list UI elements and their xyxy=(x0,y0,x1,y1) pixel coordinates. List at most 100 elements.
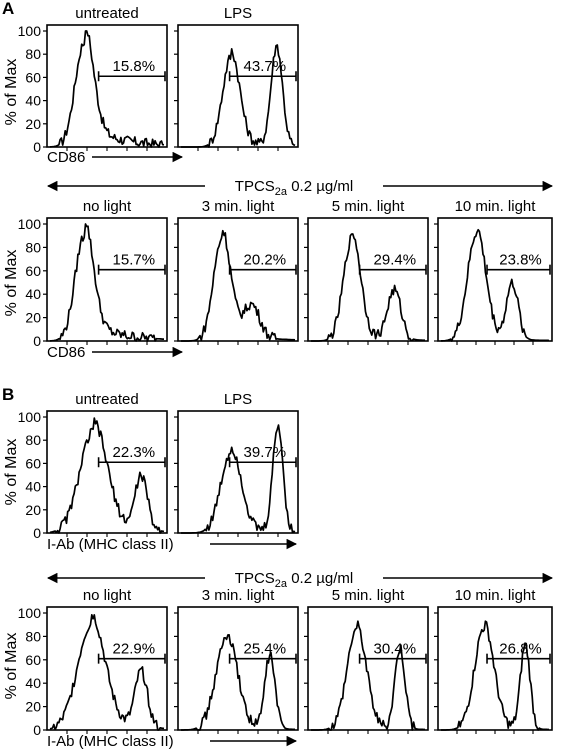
y-tick-label: 20 xyxy=(25,116,41,132)
x-axis-label-b-bottom: I-Ab (MHC class II) xyxy=(47,733,174,750)
panel-frame xyxy=(177,410,299,534)
panel-title: 5 min. light xyxy=(332,587,405,604)
gate-percent-label: 30.4% xyxy=(374,641,417,658)
histogram-panel: untreated 0 20 40 60 80 100 15.8% xyxy=(18,5,168,155)
treatment-rest: 0.2 µg/ml xyxy=(287,570,353,587)
x-axis-label-a-bottom: CD86 xyxy=(47,344,85,361)
panel-title: 3 min. light xyxy=(202,198,275,215)
y-tick-label: 100 xyxy=(18,605,42,621)
y-tick-label: 40 xyxy=(25,479,41,495)
y-tick-label: 40 xyxy=(25,93,41,109)
treatment-subscript: 2a xyxy=(275,578,288,590)
y-tick-label: 60 xyxy=(25,263,41,279)
treatment-label-backdrop xyxy=(205,175,383,197)
histogram-panel: LPS 39.7% xyxy=(174,391,299,537)
treatment-label: TPCS2a 0.2 µg/ml xyxy=(235,178,353,198)
panel-title: no light xyxy=(83,587,132,604)
y-tick-label: 40 xyxy=(25,286,41,302)
y-tick-label: 60 xyxy=(25,69,41,85)
histogram-curve xyxy=(49,614,165,731)
x-axis-label-b-top: I-Ab (MHC class II) xyxy=(47,536,174,553)
panel-title: 5 min. light xyxy=(332,198,405,215)
panel-title: LPS xyxy=(224,5,252,22)
panel-title: 10 min. light xyxy=(455,198,537,215)
gate-percent-label: 39.7% xyxy=(244,444,287,461)
panel-title: 3 min. light xyxy=(202,587,275,604)
panel-frame xyxy=(177,24,299,148)
treatment-main: TPCS xyxy=(235,178,275,195)
y-tick-label: 80 xyxy=(25,239,41,255)
y-axis-label-b-bottom: % of Max xyxy=(3,633,20,700)
y-tick-label: 20 xyxy=(25,310,41,326)
treatment-rest: 0.2 µg/ml xyxy=(287,178,353,195)
y-tick-label: 80 xyxy=(25,46,41,62)
gate-percent-label: 22.3% xyxy=(113,444,156,461)
gate-percent-label: 25.4% xyxy=(244,641,287,658)
histogram-panels: untreated 0 20 40 60 80 100 15.8% LPS 43.7% no lig… xyxy=(18,5,553,738)
histogram-curve xyxy=(49,223,164,342)
panel-title: LPS xyxy=(224,391,252,408)
histogram-panel: LPS 43.7% xyxy=(174,5,299,151)
y-tick-label: 100 xyxy=(18,23,42,39)
gate-percent-label: 20.2% xyxy=(244,252,287,269)
panel-label-a: A xyxy=(2,0,14,18)
y-tick-label: 0 xyxy=(33,333,41,349)
treatment-subscript: 2a xyxy=(275,186,288,198)
histogram-curve xyxy=(49,30,165,148)
y-tick-label: 0 xyxy=(33,722,41,738)
panel-title: no light xyxy=(83,198,132,215)
panel-title: 10 min. light xyxy=(455,587,537,604)
gate-percent-label: 23.8% xyxy=(499,252,542,269)
histogram-panel: 10 min. light 26.8% xyxy=(434,587,553,734)
histogram-curve xyxy=(181,44,296,148)
y-tick-label: 100 xyxy=(18,216,42,232)
histogram-curve xyxy=(311,620,425,731)
y-tick-label: 20 xyxy=(25,502,41,518)
treatment-arrow-b: TPCS2a 0.2 µg/ml xyxy=(46,567,554,590)
y-axis-label-a-top: % of Max xyxy=(3,59,20,126)
y-tick-label: 0 xyxy=(33,139,41,155)
histogram-curve xyxy=(181,424,296,534)
gate-percent-label: 26.8% xyxy=(499,641,542,658)
treatment-main: TPCS xyxy=(235,570,275,587)
treatment-arrow-a: TPCS2a 0.2 µg/ml xyxy=(46,175,554,198)
y-tick-label: 60 xyxy=(25,455,41,471)
panel-title: untreated xyxy=(75,391,138,408)
y-tick-label: 0 xyxy=(33,525,41,541)
histogram-curve xyxy=(49,417,165,534)
panel-title: untreated xyxy=(75,5,138,22)
treatment-label-backdrop xyxy=(205,567,383,589)
histogram-curve xyxy=(181,634,295,731)
y-axis-label-a-bottom: % of Max xyxy=(3,250,20,317)
gate-percent-label: 15.8% xyxy=(113,58,156,75)
panel-label-b: B xyxy=(2,385,14,404)
gate-percent-label: 22.9% xyxy=(113,641,156,658)
histogram-panel: 3 min. light 25.4% xyxy=(174,587,299,734)
histogram-curve xyxy=(441,228,550,342)
histogram-curve xyxy=(181,229,296,342)
panel-frame xyxy=(46,410,168,534)
histogram-panel: untreated 0 20 40 60 80 100 22.3% xyxy=(18,391,168,541)
histogram-panel: 5 min. light 29.4% xyxy=(304,198,429,345)
histogram-panel: 10 min. light 23.8% xyxy=(434,198,553,345)
histogram-panel: 5 min. light 30.4% xyxy=(304,587,429,734)
histogram-panel: 3 min. light 20.2% xyxy=(174,198,299,345)
histogram-panel: no light 0 20 40 60 80 100 15.7% xyxy=(18,198,168,349)
x-axis-label-a-top: CD86 xyxy=(47,149,85,166)
y-tick-label: 80 xyxy=(25,432,41,448)
y-tick-label: 100 xyxy=(18,409,42,425)
y-tick-label: 40 xyxy=(25,675,41,691)
histogram-curve xyxy=(441,620,549,731)
histogram-curve xyxy=(311,233,425,342)
y-tick-label: 60 xyxy=(25,652,41,668)
gate-percent-label: 29.4% xyxy=(374,252,417,269)
y-tick-label: 20 xyxy=(25,699,41,715)
y-axis-label-b-top: % of Max xyxy=(3,439,20,506)
treatment-label: TPCS2a 0.2 µg/ml xyxy=(235,570,353,590)
panel-frame xyxy=(177,217,299,342)
y-tick-label: 80 xyxy=(25,628,41,644)
gate-percent-label: 15.7% xyxy=(113,252,156,269)
histogram-panel: no light 0 20 40 60 80 100 22.9% xyxy=(18,587,168,738)
gate-percent-label: 43.7% xyxy=(244,58,287,75)
